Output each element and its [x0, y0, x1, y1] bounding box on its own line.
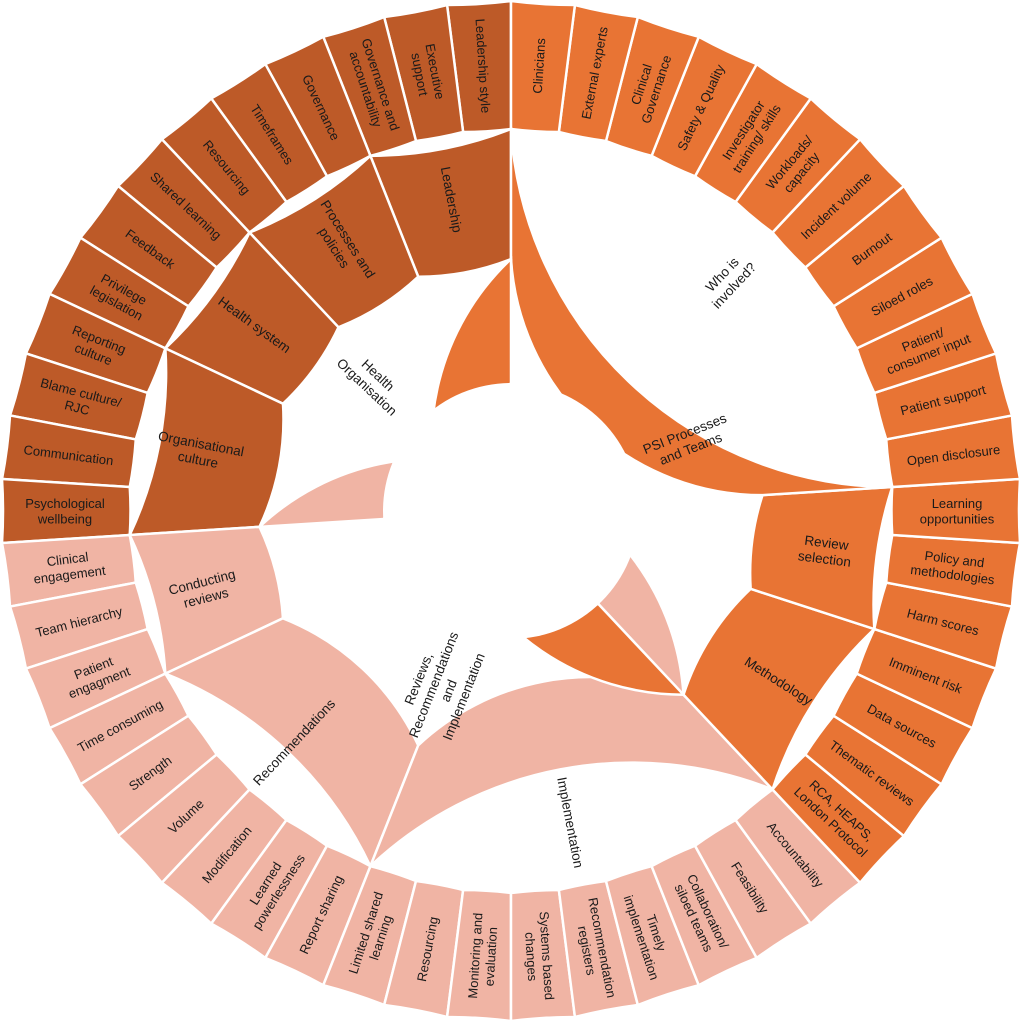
leaf-label-leadership-style: Leadership style — [472, 18, 493, 113]
leaf-feedback — [78, 184, 219, 308]
leaf-report-sharing — [263, 844, 372, 987]
leaf-monitoring-and-evaluation — [445, 888, 513, 1022]
leaf-timeframes — [209, 62, 329, 204]
leaf-label-clinicians: Clinicians — [530, 37, 548, 94]
leaf-blame-culture-rjc — [8, 351, 150, 441]
leaf-team-hierarchy — [8, 581, 150, 671]
category-who-is-involved — [509, 128, 893, 497]
leaf-investigator-training-skills — [693, 62, 813, 204]
leaf-imminent-risk — [855, 627, 998, 730]
leaf-burnout — [803, 184, 944, 308]
leaf-label-learning-opportunities: Learning opportunities — [920, 496, 995, 527]
middle-ring — [127, 127, 895, 870]
leaf-siloed-roles — [831, 235, 975, 350]
leaf-label-psychological-wellbeing: Psychological wellbeing — [25, 496, 105, 527]
leaf-psychological-wellbeing — [0, 477, 132, 545]
category-health-system — [163, 230, 340, 406]
leaf-modification — [159, 787, 289, 926]
leaf-executive-support — [382, 3, 465, 143]
leaf-accountability — [733, 787, 863, 926]
category-label-implementation: Implementation — [554, 776, 586, 869]
leaf-collaboration-siloed-teams — [650, 844, 759, 987]
leaf-resourcing — [382, 879, 465, 1019]
center-hole — [383, 383, 639, 639]
leaf-policy-and-methodologies — [884, 533, 1022, 609]
leaf-thematic-reviews — [803, 714, 944, 838]
category-review-selection — [748, 485, 895, 631]
leaf-patient-consumer-input — [855, 292, 998, 395]
leaf-label-systems-based-changes: Systems basedchanges — [521, 911, 557, 1002]
leaf-patient-support — [872, 351, 1014, 441]
leaf-communication — [0, 413, 138, 489]
leaf-workloads-capacity — [733, 96, 863, 235]
leaf-volume — [116, 752, 252, 885]
category-recommendations — [162, 616, 420, 870]
theme-label-health-organisation: HealthOrganisation — [334, 344, 411, 419]
category-methodology — [682, 587, 877, 792]
leaf-feasibility — [693, 818, 813, 960]
category-organisational-culture — [127, 346, 285, 537]
leaf-strength — [78, 714, 219, 838]
leaf-label-monitoring-and-evaluation: Monitoring andevaluation — [465, 912, 501, 1000]
leaf-data-sources — [831, 672, 975, 787]
category-conducting-reviews — [127, 525, 285, 676]
leaf-safety-quality — [650, 35, 759, 178]
category-label-review-selection: Reviewselection — [797, 532, 854, 570]
leaf-recommendation-registers — [557, 879, 640, 1019]
leaf-timely-implementation — [604, 864, 701, 1007]
leaf-incident-volume — [770, 137, 906, 270]
leaf-external-experts — [557, 3, 640, 143]
leaf-learned-powerlessness — [209, 818, 329, 960]
leaf-systems-based-changes — [509, 888, 577, 1022]
category-processes-and-policies — [247, 153, 420, 329]
category-label-who-is-involved: Who isinvolved? — [697, 249, 759, 312]
leaf-clinicians — [509, 0, 577, 134]
